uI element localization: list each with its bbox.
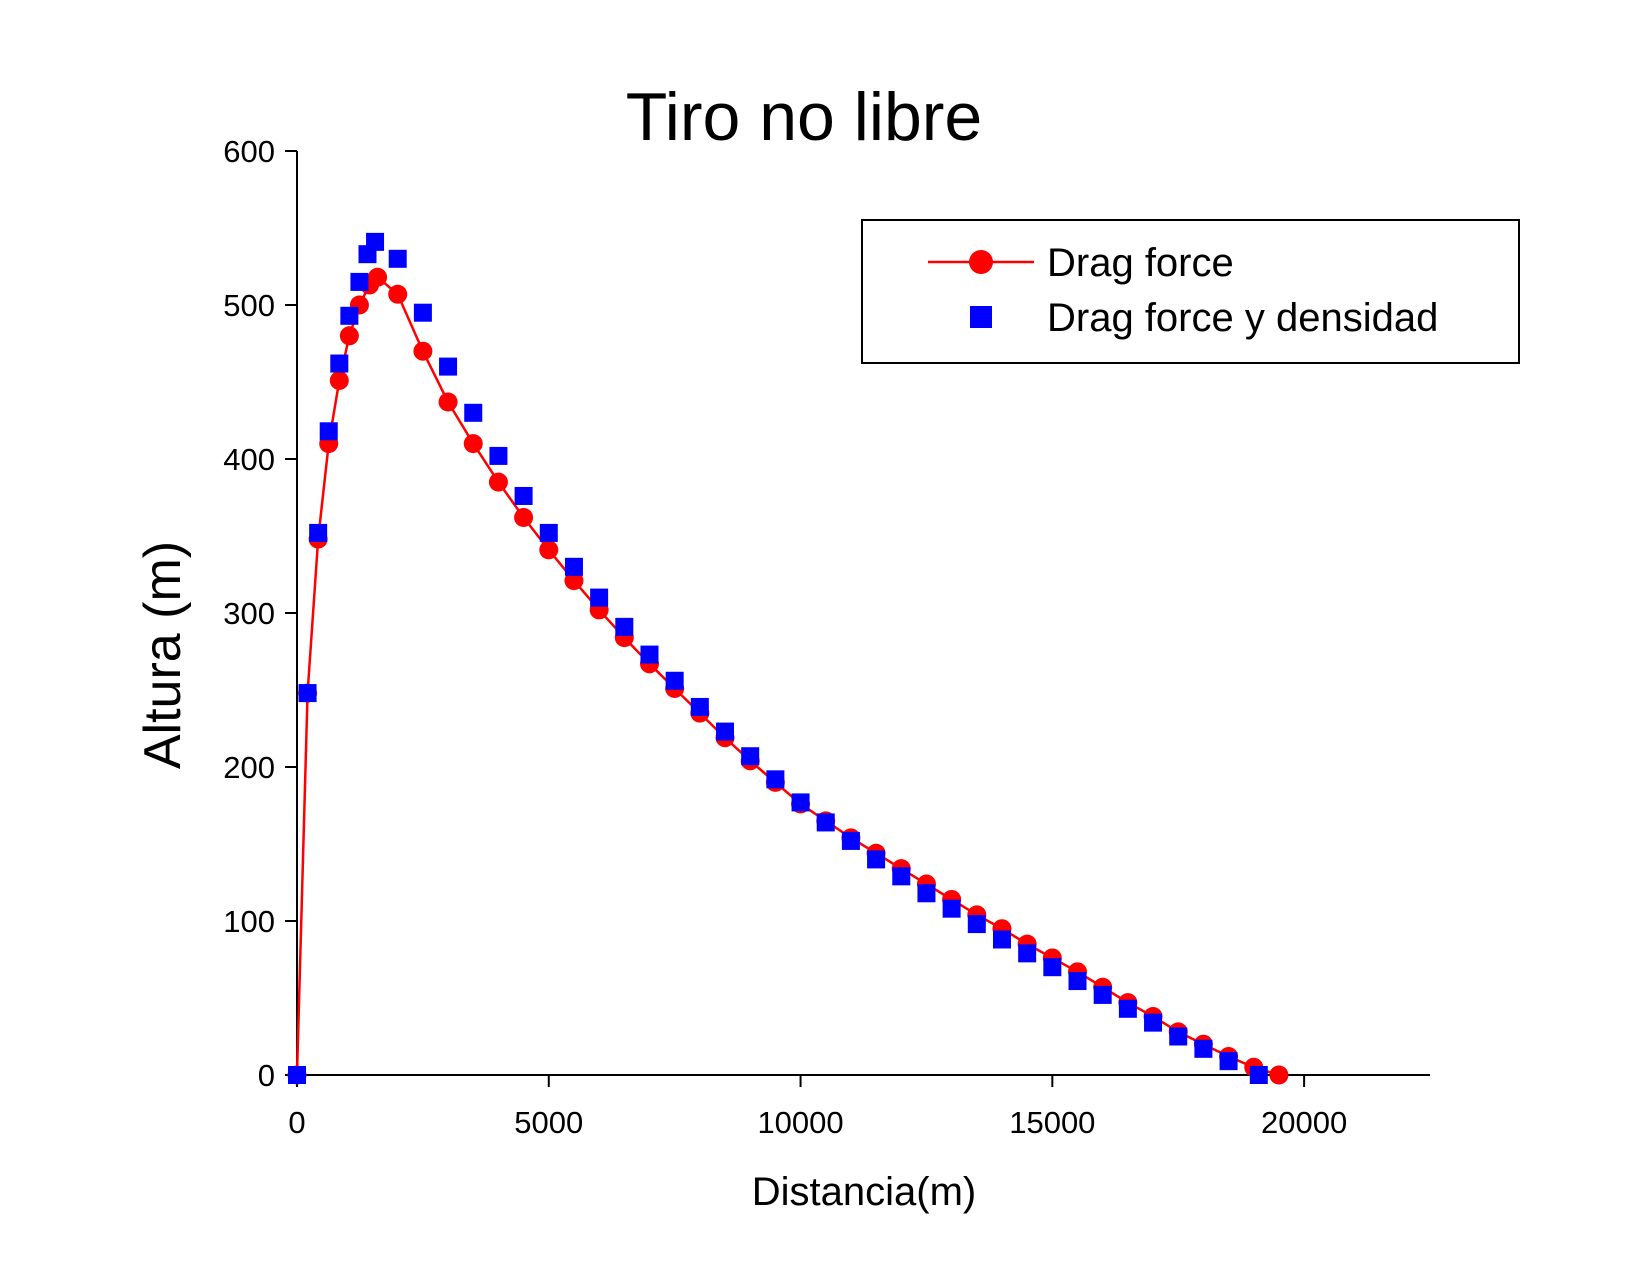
- data-point: [350, 272, 369, 291]
- chart-title: Tiro no libre: [626, 79, 983, 155]
- y-tick-label: 300: [223, 596, 275, 631]
- data-point: [791, 793, 810, 812]
- data-point: [388, 284, 408, 304]
- data-point: [1068, 972, 1087, 991]
- legend-label: Drag force: [1047, 241, 1234, 285]
- x-tick-label: 15000: [1009, 1105, 1095, 1140]
- data-point: [1144, 1013, 1163, 1032]
- data-point: [640, 645, 659, 664]
- y-tick-label: 600: [223, 134, 275, 169]
- x-tick-label: 0: [288, 1105, 305, 1140]
- data-point: [1169, 1027, 1188, 1046]
- data-point: [439, 357, 458, 376]
- data-point: [514, 508, 534, 528]
- legend-marker: [969, 250, 993, 274]
- x-tick-label: 10000: [757, 1105, 843, 1140]
- data-point: [438, 392, 458, 412]
- x-tick-label: 5000: [514, 1105, 583, 1140]
- y-tick-label: 100: [223, 904, 275, 939]
- data-point: [539, 540, 559, 560]
- data-point: [716, 722, 735, 741]
- y-tick-label: 500: [223, 288, 275, 323]
- data-point: [665, 671, 684, 690]
- data-point: [1018, 944, 1037, 963]
- data-point: [368, 267, 388, 287]
- legend-label: Drag force y densidad: [1047, 296, 1438, 340]
- data-point: [319, 422, 338, 441]
- data-point: [564, 571, 584, 591]
- data-point: [330, 354, 349, 373]
- data-point: [488, 472, 508, 492]
- data-point: [340, 306, 359, 325]
- y-tick-label: 400: [223, 442, 275, 477]
- x-axis-label: Distancia(m): [752, 1170, 976, 1214]
- data-point: [288, 1066, 306, 1084]
- data-point: [967, 915, 986, 934]
- data-point: [463, 434, 483, 454]
- x-tick-label: 20000: [1261, 1105, 1347, 1140]
- data-point: [892, 867, 911, 886]
- data-point: [564, 557, 583, 576]
- data-point: [413, 341, 433, 361]
- data-point: [992, 930, 1011, 949]
- legend-marker: [970, 306, 992, 328]
- legend-box: [861, 219, 1520, 364]
- data-point: [1093, 985, 1112, 1004]
- data-point: [464, 403, 483, 422]
- data-point: [1219, 1052, 1238, 1071]
- data-point: [309, 523, 328, 542]
- data-point: [766, 770, 785, 789]
- data-point: [366, 232, 385, 251]
- data-point: [298, 684, 317, 703]
- data-point: [1269, 1065, 1289, 1085]
- data-point: [867, 850, 886, 869]
- data-point: [741, 747, 760, 766]
- data-point: [841, 831, 860, 850]
- data-point: [1249, 1066, 1268, 1084]
- data-point: [339, 326, 359, 346]
- data-point: [590, 588, 609, 607]
- y-axis-label: Altura (m): [134, 541, 192, 769]
- data-point: [1043, 958, 1062, 977]
- data-point: [942, 899, 961, 918]
- y-tick-label: 200: [223, 750, 275, 785]
- data-point: [615, 617, 634, 636]
- data-point: [1194, 1039, 1213, 1058]
- data-point: [917, 884, 936, 903]
- data-point: [388, 249, 407, 268]
- data-point: [690, 697, 709, 716]
- data-point: [329, 370, 349, 390]
- data-point: [1118, 999, 1137, 1018]
- data-point: [539, 523, 558, 542]
- data-point: [413, 303, 432, 322]
- y-tick-label: 0: [258, 1058, 275, 1093]
- data-point: [489, 446, 508, 465]
- data-point: [514, 486, 533, 505]
- data-point: [816, 813, 835, 832]
